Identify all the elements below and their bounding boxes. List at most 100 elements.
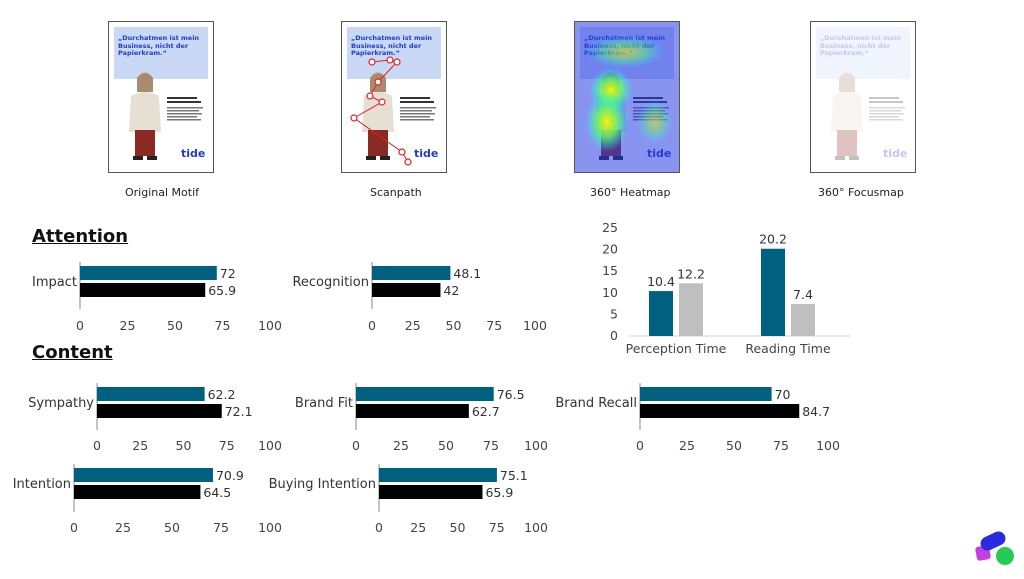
bar <box>356 387 494 401</box>
tick-label: 100 <box>524 438 548 453</box>
tick-label: 75 <box>213 520 229 535</box>
bar <box>649 291 673 336</box>
bar <box>761 248 785 336</box>
fixation-point <box>366 92 374 100</box>
fixation-point <box>368 58 376 66</box>
data-label: 72 <box>220 266 236 281</box>
tick-label: 25 <box>132 438 148 453</box>
fixation-point <box>393 58 401 66</box>
tick-label: 0 <box>352 438 360 453</box>
data-label: 65.9 <box>485 485 513 500</box>
category-label: Brand Recall <box>555 396 637 411</box>
data-label: 70.9 <box>216 468 244 483</box>
tick-label: 0 <box>636 438 644 453</box>
tick-label: 25 <box>405 318 421 333</box>
tick-label: 0 <box>93 438 101 453</box>
bar <box>74 485 201 499</box>
category-label: Recognition <box>292 275 369 290</box>
poster-banner <box>114 27 208 79</box>
poster-headline: „Durchatmen ist mein Business, nicht der… <box>351 34 433 57</box>
bar <box>379 468 497 482</box>
tick-label: 75 <box>486 318 502 333</box>
tick-label: 0 <box>368 318 376 333</box>
brand-logo <box>974 530 1016 566</box>
bar <box>791 304 815 336</box>
poster-thumbnail-scanpath: „Durchatmen ist mein Business, nicht der… <box>341 21 447 173</box>
person-figure <box>129 72 161 160</box>
data-label: 64.5 <box>203 485 231 500</box>
fixation-point <box>374 78 382 86</box>
tick-label: 10 <box>602 285 618 300</box>
tick-label: 100 <box>258 438 282 453</box>
bar <box>372 283 441 297</box>
tick-label: 50 <box>167 318 183 333</box>
fixation-point <box>398 148 406 156</box>
bar <box>679 283 703 336</box>
data-label: 72.1 <box>225 404 253 419</box>
data-label: 62.2 <box>208 387 236 402</box>
bar <box>372 266 451 280</box>
tick-label: 20 <box>602 242 618 257</box>
fixation-point <box>378 98 386 106</box>
bar <box>356 404 469 418</box>
thumbnail-caption: 360° Focusmap <box>818 186 904 199</box>
tick-label: 5 <box>610 306 618 321</box>
section-title-content: Content <box>32 342 113 363</box>
tick-label: 25 <box>115 520 131 535</box>
data-label: 62.7 <box>472 404 500 419</box>
bar <box>97 387 205 401</box>
data-label: 75.1 <box>500 468 528 483</box>
data-label: 48.1 <box>453 266 481 281</box>
category-label: Brand Fit <box>295 396 353 411</box>
data-label: 76.5 <box>497 387 525 402</box>
poster-headline: „Durchatmen ist mein Business, nicht der… <box>118 34 200 57</box>
data-label: 10.4 <box>647 274 675 289</box>
data-label: 70 <box>775 387 791 402</box>
thumbnail-row: „Durchatmen ist mein Business, nicht der… <box>0 0 1024 210</box>
poster-logo: tide <box>181 147 206 160</box>
tick-label: 0 <box>76 318 84 333</box>
person-figure <box>362 72 394 160</box>
tick-label: 75 <box>215 318 231 333</box>
bar <box>80 283 206 297</box>
category-label: Impact <box>32 275 77 290</box>
fixation-point <box>386 56 394 64</box>
poster-textblock <box>400 97 436 121</box>
data-label: 7.4 <box>793 287 813 302</box>
poster-thumbnail-original: „Durchatmen ist mein Business, nicht der… <box>108 21 214 173</box>
tick-label: 50 <box>726 438 742 453</box>
heatmap-overlay <box>575 22 679 172</box>
tick-label: 15 <box>602 263 618 278</box>
fixation-point <box>404 158 412 166</box>
tick-label: 100 <box>524 520 548 535</box>
focusmap-overlay <box>811 22 915 172</box>
bar <box>97 404 222 418</box>
category-label: Reading Time <box>745 341 831 356</box>
poster-textblock <box>167 97 203 121</box>
category-label: Perception Time <box>626 341 727 356</box>
tick-label: 50 <box>438 438 454 453</box>
thumbnail-caption: 360° Heatmap <box>590 186 671 199</box>
tick-label: 0 <box>375 520 383 535</box>
tick-label: 100 <box>816 438 840 453</box>
bar <box>640 387 772 401</box>
bar <box>640 404 800 418</box>
tick-label: 0 <box>70 520 78 535</box>
tick-label: 50 <box>164 520 180 535</box>
category-label: Sympathy <box>28 396 94 411</box>
scanpath-overlay <box>350 56 412 166</box>
tick-label: 50 <box>446 318 462 333</box>
tick-label: 25 <box>602 220 618 235</box>
tick-label: 100 <box>258 520 282 535</box>
bar <box>74 468 213 482</box>
thumbnail-caption: Scanpath <box>370 186 422 199</box>
bar <box>80 266 217 280</box>
tick-label: 100 <box>258 318 282 333</box>
tick-label: 25 <box>410 520 426 535</box>
fixation-point <box>350 114 358 122</box>
tick-label: 25 <box>679 438 695 453</box>
tick-label: 75 <box>773 438 789 453</box>
data-label: 42 <box>443 283 459 298</box>
poster-logo: tide <box>414 147 439 160</box>
